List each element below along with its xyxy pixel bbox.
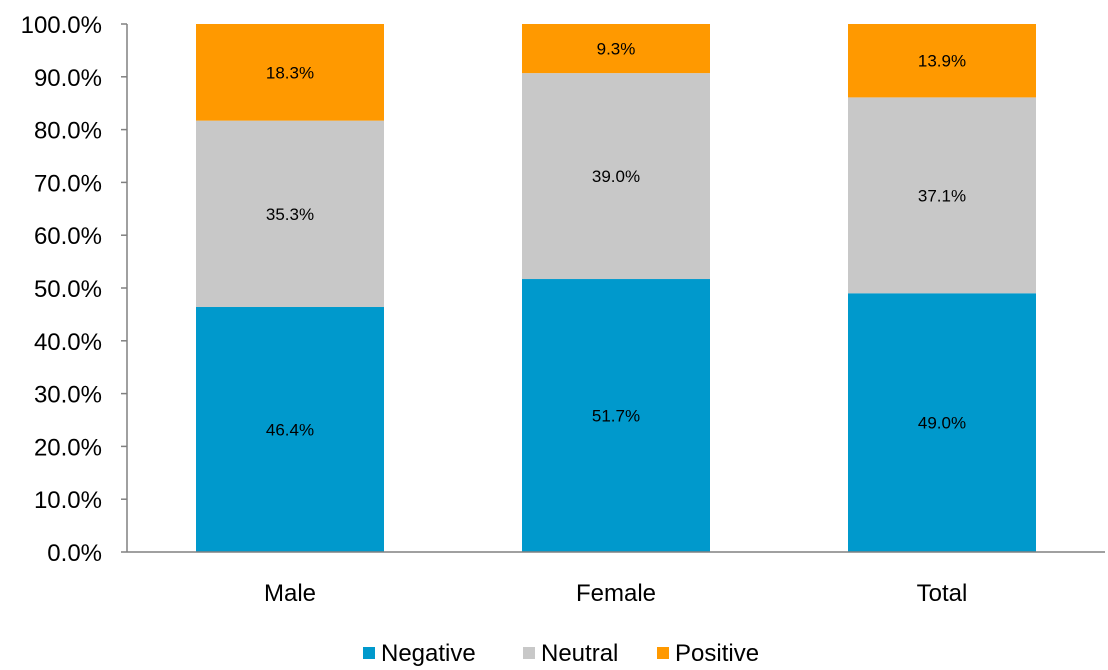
data-label-female-neutral: 39.0% xyxy=(592,167,640,186)
bar-female-negative xyxy=(522,279,710,552)
bar-total-neutral xyxy=(848,97,1036,294)
y-tick-label: 40.0% xyxy=(34,329,102,356)
legend-swatch-positive xyxy=(657,647,669,659)
legend-swatch-neutral xyxy=(523,647,535,659)
bar-total-negative xyxy=(848,293,1036,552)
legend-label-negative: Negative xyxy=(381,640,476,667)
data-label-male-neutral: 35.3% xyxy=(266,205,314,224)
data-label-female-negative: 51.7% xyxy=(592,407,640,426)
bar-female-neutral xyxy=(522,73,710,280)
bar-total-positive xyxy=(848,24,1036,98)
y-tick-label: 100.0% xyxy=(21,12,102,39)
data-label-total-neutral: 37.1% xyxy=(918,186,966,205)
legend-label-neutral: Neutral xyxy=(541,640,618,667)
bar-male-positive xyxy=(196,24,384,121)
x-tick-label-total: Total xyxy=(917,580,968,607)
y-tick-label: 60.0% xyxy=(34,223,102,250)
bar-female-positive xyxy=(522,24,710,74)
data-labels: 46.4% 35.3% 18.3% 51.7% 39.0% 9.3% 49.0% 37.1% 1… xyxy=(266,40,966,440)
data-label-male-positive: 18.3% xyxy=(266,63,314,82)
legend-swatch-negative xyxy=(363,647,375,659)
y-tick-label: 20.0% xyxy=(34,434,102,461)
y-tick-label: 90.0% xyxy=(34,65,102,92)
legend: Negative Neutral Positive xyxy=(363,640,759,667)
bar-area xyxy=(196,24,1036,552)
y-axis: 0.0% 10.0% 20.0% 30.0% 40.0% 50.0% 60.0% 70.0% 8… xyxy=(21,12,128,567)
y-tick-label: 50.0% xyxy=(34,276,102,303)
y-tick-label: 10.0% xyxy=(34,487,102,514)
x-tick-label-male: Male xyxy=(264,580,316,607)
y-tick-label: 0.0% xyxy=(47,540,102,567)
bar-male-negative xyxy=(196,307,384,552)
x-axis: Male Female Total xyxy=(127,551,1105,607)
data-label-female-positive: 9.3% xyxy=(597,40,636,59)
bar-male-neutral xyxy=(196,120,384,308)
y-tick-label: 70.0% xyxy=(34,170,102,197)
legend-label-positive: Positive xyxy=(675,640,759,667)
y-tick-label: 80.0% xyxy=(34,118,102,145)
data-label-male-negative: 46.4% xyxy=(266,421,314,440)
y-tick-label: 30.0% xyxy=(34,382,102,409)
x-tick-label-female: Female xyxy=(576,580,656,607)
data-label-total-negative: 49.0% xyxy=(918,414,966,433)
data-label-total-positive: 13.9% xyxy=(918,52,966,71)
